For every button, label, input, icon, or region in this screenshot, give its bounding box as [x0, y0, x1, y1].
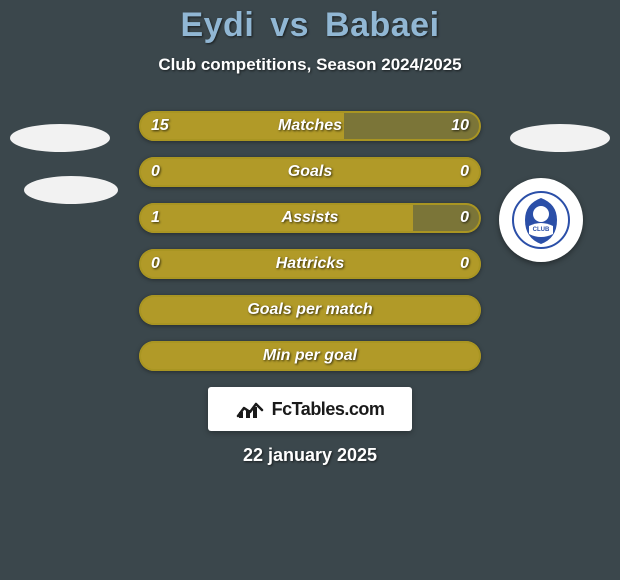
player1-club-placeholder [24, 176, 118, 204]
stat-row: Goals per match [139, 295, 481, 325]
comparison-chart: Matches1510Goals00Assists10Hattricks00Go… [139, 111, 481, 371]
stat-row: Matches15 10 [139, 111, 481, 141]
stat-row: Min per goal [139, 341, 481, 371]
stat-label: Goals [139, 157, 481, 187]
stat-value-right: 10 [451, 111, 469, 141]
stat-row: Assists1 0 [139, 203, 481, 233]
club-emblem-icon: CLUB [511, 190, 571, 250]
player1-photo-placeholder [10, 124, 110, 152]
stat-row: Goals0 0 [139, 157, 481, 187]
stat-label: Min per goal [139, 341, 481, 371]
stat-label: Goals per match [139, 295, 481, 325]
brand-logo: FcTables.com [208, 387, 412, 431]
stat-value-left: 1 [151, 203, 160, 233]
stat-value-left: 0 [151, 249, 160, 279]
stat-label: Hattricks [139, 249, 481, 279]
player2-photo-placeholder [510, 124, 610, 152]
player1-name: Eydi [180, 6, 254, 44]
brand-text: FcTables.com [272, 399, 385, 420]
stat-value-right: 0 [460, 203, 469, 233]
stat-value-right: 0 [460, 157, 469, 187]
svg-text:CLUB: CLUB [533, 227, 550, 233]
date-label: 22 january 2025 [0, 445, 620, 466]
stat-value-left: 15 [151, 111, 169, 141]
stat-label: Matches [139, 111, 481, 141]
subtitle: Club competitions, Season 2024/2025 [0, 55, 620, 75]
stat-value-left: 0 [151, 157, 160, 187]
chart-icon [236, 398, 266, 420]
stat-row: Hattricks0 0 [139, 249, 481, 279]
vs-label: vs [270, 6, 309, 44]
stat-label: Assists [139, 203, 481, 233]
player2-club-badge: CLUB [499, 178, 583, 262]
page-title: Eydi vs Babaei [0, 6, 620, 45]
stat-value-right: 0 [460, 249, 469, 279]
player2-name: Babaei [325, 6, 440, 44]
content-wrap: Eydi vs Babaei Club competitions, Season… [0, 0, 620, 580]
